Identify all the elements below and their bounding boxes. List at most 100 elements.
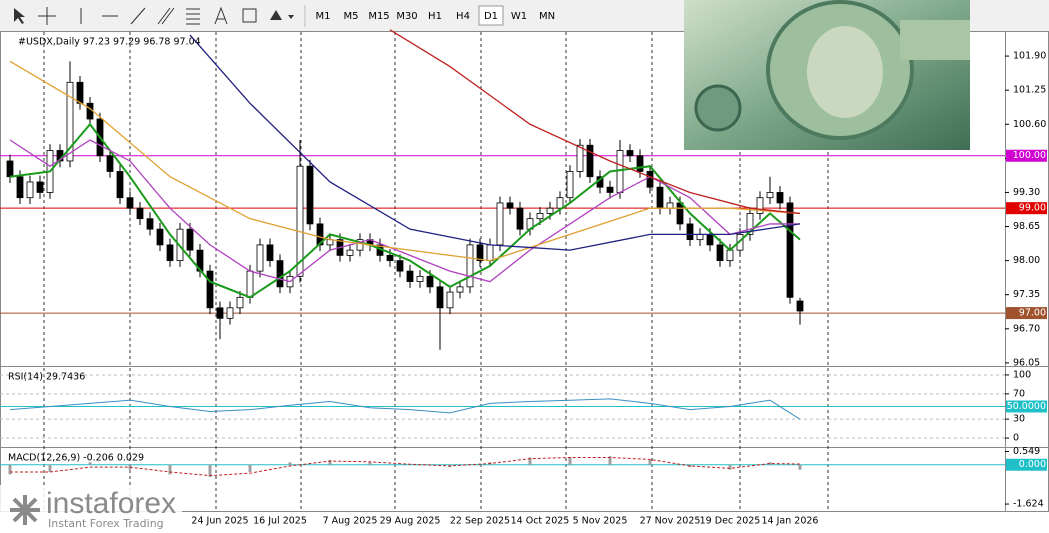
x-tick-label: 19 Dec 2025	[700, 516, 761, 527]
level-label-box	[1006, 400, 1047, 413]
macd-bar	[328, 459, 332, 465]
candle-body	[646, 171, 654, 188]
candle-body	[456, 286, 464, 293]
macd-bar	[608, 456, 612, 465]
moving-average	[189, 34, 801, 251]
y-tick-label: 100	[1013, 369, 1031, 380]
y-tick-label: 98.00	[1013, 255, 1040, 266]
level-label: 100.00	[1013, 150, 1046, 161]
timeframe-button[interactable]: M15	[368, 11, 389, 22]
y-tick-label: -1.624	[1013, 499, 1044, 510]
candle-body	[476, 244, 484, 262]
timeframe-button[interactable]: H4	[456, 11, 470, 22]
cursor-tool[interactable]	[14, 8, 25, 24]
candle-body	[786, 202, 794, 298]
candle-body	[766, 192, 774, 199]
channel-tool[interactable]	[157, 7, 175, 25]
level-label: 0.000	[1019, 459, 1046, 470]
y-tick-label: 97.35	[1013, 289, 1040, 300]
candle-body	[186, 228, 194, 251]
level-label: 99.00	[1019, 203, 1046, 214]
banknote-image	[684, 0, 970, 150]
candle-body	[586, 144, 594, 178]
text-tool[interactable]	[214, 6, 228, 25]
candle-body	[26, 181, 34, 199]
shapes-tool[interactable]	[270, 10, 294, 20]
y-tick-label: 0	[1013, 433, 1019, 444]
candle-body	[116, 171, 124, 199]
candle-body	[746, 213, 754, 235]
candle-body	[346, 249, 354, 256]
x-tick-label: 7 Aug 2025	[323, 516, 378, 527]
x-tick-label: 14 Jan 2026	[762, 516, 819, 527]
note-corner	[900, 20, 970, 60]
panel-title: #USDX,Daily 97.23 97.29 96.78 97.04	[18, 37, 201, 48]
y-tick-label: 0.549	[1013, 446, 1040, 457]
timeframe-button[interactable]: D1	[484, 11, 498, 22]
candle-body	[626, 150, 634, 157]
x-tick-label: 16 Jul 2025	[253, 516, 307, 527]
timeframe-button[interactable]: M30	[396, 11, 417, 22]
timeframe-button[interactable]: M1	[316, 11, 331, 22]
candle-body	[36, 181, 44, 193]
y-tick-label: 70	[1013, 388, 1025, 399]
x-tick-label: 24 Jun 2025	[191, 516, 248, 527]
x-tick-label: 29 Aug 2025	[380, 516, 441, 527]
candle-body	[716, 244, 724, 262]
candle-body	[436, 286, 444, 309]
panel-title: MACD(12,26,9) -0.206 0.029	[8, 453, 144, 464]
candle-body	[416, 275, 424, 283]
candle-body	[446, 291, 454, 309]
timeframe-button[interactable]: H1	[428, 11, 442, 22]
timeframe-button[interactable]: MN	[539, 11, 555, 22]
plot: 96.0596.7097.3598.0098.6599.3099.95100.6…	[0, 29, 1049, 527]
candle-body	[166, 244, 174, 262]
x-tick-label: 22 Sep 2025	[450, 516, 510, 527]
level-label-box	[1006, 307, 1047, 320]
level-label-box	[1006, 202, 1047, 215]
candle-body	[6, 160, 14, 178]
macd-bar	[288, 462, 292, 465]
candle-body	[136, 207, 144, 220]
candle-body	[66, 81, 74, 162]
rsi-line	[9, 398, 801, 420]
candle-body	[546, 207, 554, 214]
label-tool[interactable]	[242, 8, 257, 23]
candle-body	[396, 260, 404, 272]
y-tick-label: 98.65	[1013, 221, 1040, 232]
trendline-tool[interactable]	[130, 7, 146, 25]
timeframe-button[interactable]: M5	[344, 11, 359, 22]
candle-body	[296, 165, 304, 277]
crosshair-tool[interactable]	[38, 7, 56, 25]
candle-body	[516, 207, 524, 230]
candle-body	[386, 254, 394, 262]
macd-bar	[798, 464, 802, 470]
timeframe-active	[478, 5, 504, 26]
timeframe-button[interactable]: W1	[511, 11, 527, 22]
candle-body	[206, 270, 214, 309]
candle-body	[356, 239, 364, 251]
y-tick-label: 100.60	[1013, 119, 1046, 130]
candle-body	[606, 186, 614, 193]
candle-body	[496, 202, 504, 246]
y-tick-label: 96.05	[1013, 357, 1040, 368]
fibo-tool[interactable]	[186, 8, 200, 25]
candle-body	[506, 202, 514, 209]
candle-body	[236, 296, 244, 309]
candle-body	[796, 300, 804, 312]
y-tick-label: 101.90	[1013, 51, 1046, 62]
candle-body	[656, 186, 664, 209]
moving-average	[9, 60, 801, 262]
level-label-box	[1006, 458, 1047, 471]
candle-body	[76, 81, 84, 104]
macd-bar	[648, 459, 652, 465]
candle-body	[726, 249, 734, 262]
candle-body	[156, 228, 164, 246]
level-label-box	[1006, 149, 1047, 162]
candle-body	[276, 260, 284, 288]
macd-bar	[8, 464, 12, 475]
moving-average	[9, 122, 801, 299]
candle-body	[466, 244, 474, 288]
y-tick-label: 99.30	[1013, 187, 1040, 198]
level-label: 50.0000	[1007, 401, 1046, 412]
